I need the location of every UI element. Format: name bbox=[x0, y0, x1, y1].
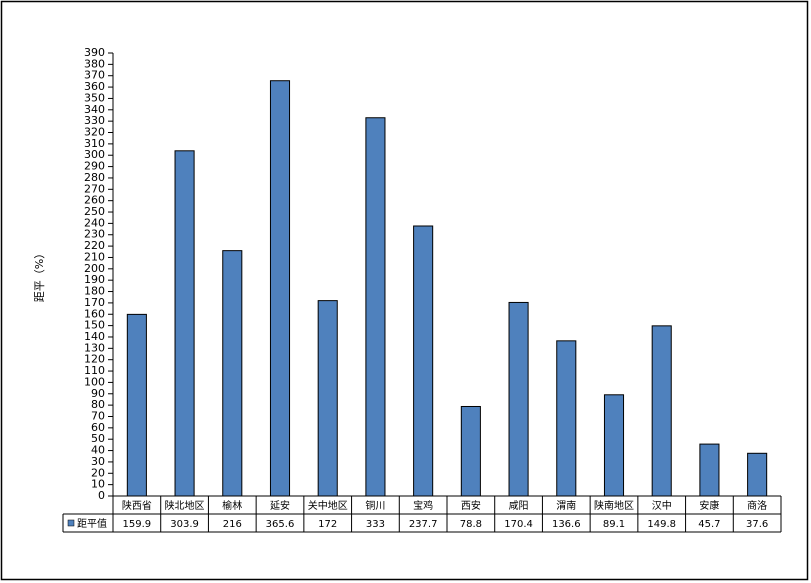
table-value: 237.7 bbox=[409, 519, 438, 530]
x-tick-label: 汉中 bbox=[652, 499, 672, 512]
y-axis-label: 距平（%） bbox=[33, 248, 46, 302]
x-tick-label: 延安 bbox=[270, 499, 290, 512]
y-tick-label: 100 bbox=[84, 375, 105, 388]
x-tick-label: 陕南地区 bbox=[594, 499, 634, 512]
y-tick-label: 360 bbox=[84, 80, 105, 93]
y-tick-label: 150 bbox=[84, 319, 105, 332]
y-tick-label: 40 bbox=[91, 444, 105, 457]
y-tick-label: 280 bbox=[84, 171, 105, 184]
legend-label: 距平值 bbox=[77, 517, 107, 530]
table-value: 136.6 bbox=[552, 519, 581, 530]
x-tick-label: 榆林 bbox=[222, 499, 242, 512]
x-tick-label: 渭南 bbox=[556, 499, 576, 512]
table-value: 159.9 bbox=[123, 519, 152, 530]
bar bbox=[699, 443, 720, 497]
bar bbox=[365, 117, 386, 497]
bar bbox=[413, 225, 434, 497]
x-tick-label: 铜川 bbox=[365, 500, 385, 512]
y-tick-label: 270 bbox=[84, 182, 105, 195]
y-tick-label: 290 bbox=[84, 160, 105, 173]
y-tick-label: 370 bbox=[84, 69, 105, 82]
y-tick-label: 330 bbox=[84, 114, 105, 127]
y-tick-label: 160 bbox=[84, 307, 105, 320]
table-value: 89.1 bbox=[603, 519, 625, 530]
table-value: 365.6 bbox=[266, 519, 295, 530]
bar bbox=[508, 301, 529, 497]
x-tick-label: 商洛 bbox=[747, 499, 767, 512]
y-tick-label: 230 bbox=[84, 228, 105, 241]
table-value: 170.4 bbox=[504, 519, 533, 530]
y-tick-label: 300 bbox=[84, 148, 105, 161]
y-tick-label: 170 bbox=[84, 296, 105, 309]
table-value: 149.8 bbox=[647, 519, 676, 530]
x-tick-label: 陕北地区 bbox=[165, 499, 205, 512]
bar bbox=[651, 325, 672, 497]
x-tick-label: 咸阳 bbox=[509, 500, 529, 512]
y-tick-label: 10 bbox=[91, 478, 105, 491]
table-value: 45.7 bbox=[698, 519, 720, 530]
y-tick-label: 70 bbox=[91, 409, 105, 422]
y-tick-label: 30 bbox=[91, 455, 105, 468]
x-tick-label: 关中地区 bbox=[308, 499, 348, 512]
y-tick-label: 390 bbox=[84, 46, 105, 59]
y-tick-label: 0 bbox=[98, 489, 105, 502]
y-tick-label: 200 bbox=[84, 262, 105, 275]
y-tick-label: 340 bbox=[84, 103, 105, 116]
y-tick-label: 110 bbox=[84, 364, 105, 377]
bar bbox=[460, 405, 481, 497]
y-tick-label: 80 bbox=[91, 398, 105, 411]
y-tick-label: 320 bbox=[84, 126, 105, 139]
table-value: 216 bbox=[223, 519, 242, 530]
y-tick-label: 190 bbox=[84, 273, 105, 286]
x-tick-label: 陕西省 bbox=[122, 499, 152, 512]
y-tick-label: 60 bbox=[91, 421, 105, 434]
bar bbox=[174, 150, 195, 497]
bar bbox=[126, 313, 147, 497]
y-tick-label: 210 bbox=[84, 250, 105, 263]
bar bbox=[317, 300, 338, 497]
table-value: 78.8 bbox=[460, 519, 482, 530]
y-tick-label: 220 bbox=[84, 239, 105, 252]
y-tick-label: 130 bbox=[84, 341, 105, 354]
x-tick-label: 安康 bbox=[699, 499, 719, 512]
bar bbox=[222, 250, 243, 497]
y-tick-label: 260 bbox=[84, 194, 105, 207]
y-tick-label: 120 bbox=[84, 353, 105, 366]
bar bbox=[603, 394, 625, 497]
y-tick-label: 250 bbox=[84, 205, 105, 218]
x-tick-label: 宝鸡 bbox=[413, 499, 433, 512]
y-tick-label: 380 bbox=[84, 57, 105, 70]
y-tick-label: 140 bbox=[84, 330, 105, 343]
table-value: 333 bbox=[366, 519, 385, 530]
y-tick-label: 20 bbox=[91, 466, 105, 479]
y-tick-label: 240 bbox=[84, 216, 105, 229]
y-tick-label: 50 bbox=[91, 432, 105, 445]
table-value: 172 bbox=[318, 519, 337, 530]
x-tick-label: 西安 bbox=[461, 499, 481, 512]
bar bbox=[269, 80, 291, 497]
y-tick-label: 180 bbox=[84, 285, 105, 298]
y-tick-label: 350 bbox=[84, 91, 105, 104]
y-tick-label: 90 bbox=[91, 387, 105, 400]
table-value: 303.9 bbox=[170, 519, 199, 530]
legend-swatch bbox=[67, 519, 75, 527]
bar bbox=[747, 452, 768, 497]
y-tick-label: 310 bbox=[84, 137, 105, 150]
table-value: 37.6 bbox=[746, 519, 768, 530]
bar bbox=[556, 340, 577, 497]
